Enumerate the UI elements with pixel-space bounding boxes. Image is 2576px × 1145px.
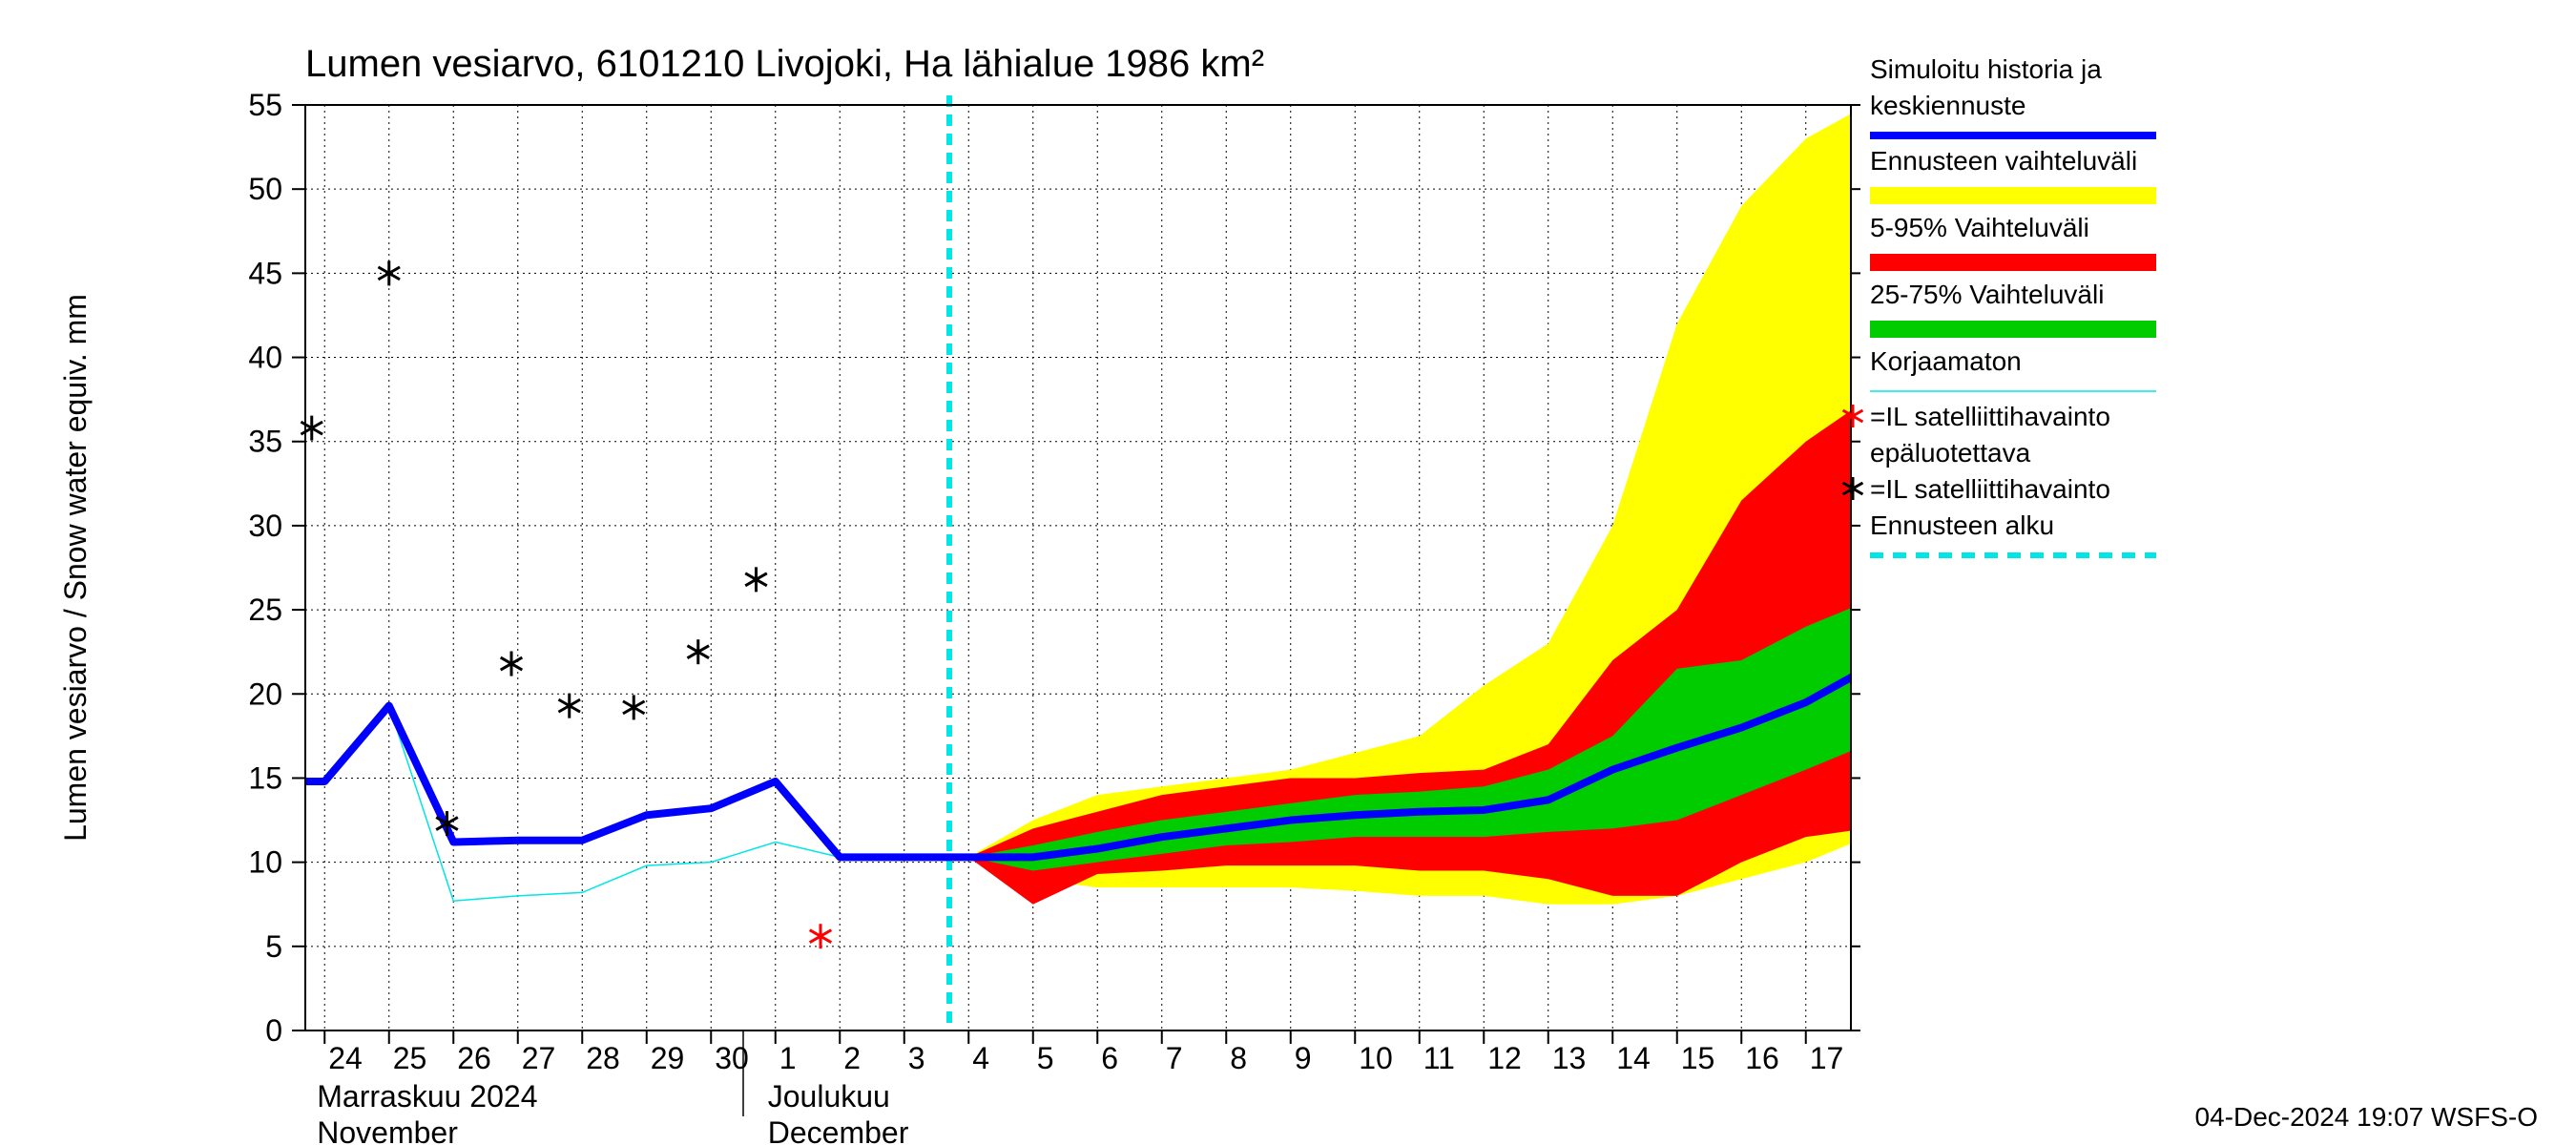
legend-label: Korjaamaton [1870, 346, 2022, 376]
x-tick-label: 5 [1037, 1041, 1054, 1075]
x-tick-label: 3 [908, 1041, 925, 1075]
x-tick-label: 26 [457, 1041, 491, 1075]
legend-label: 5-95% Vaihteluväli [1870, 213, 2089, 242]
legend-label: epäluotettava [1870, 438, 2031, 468]
y-tick-label: 45 [248, 256, 282, 290]
legend-label: Simuloitu historia ja [1870, 54, 2102, 84]
x-tick-label: 4 [972, 1041, 989, 1075]
legend-label: 25-75% Vaihteluväli [1870, 280, 2104, 309]
x-tick-label: 9 [1295, 1041, 1312, 1075]
x-tick-label: 28 [586, 1041, 620, 1075]
legend-label: Ennusteen alku [1870, 510, 2054, 540]
footer-timestamp: 04-Dec-2024 19:07 WSFS-O [2195, 1102, 2539, 1132]
x-tick-label: 7 [1166, 1041, 1183, 1075]
x-tick-label: 24 [328, 1041, 363, 1075]
month-label: November [317, 1115, 458, 1145]
y-tick-label: 20 [248, 677, 282, 711]
y-tick-label: 5 [265, 929, 282, 964]
legend-label: =IL satelliittihavainto [1870, 402, 2110, 431]
x-tick-label: 15 [1681, 1041, 1715, 1075]
x-tick-label: 2 [843, 1041, 861, 1075]
x-tick-label: 13 [1552, 1041, 1587, 1075]
legend-label: keskiennuste [1870, 91, 2025, 120]
y-tick-label: 30 [248, 509, 282, 543]
x-tick-label: 25 [393, 1041, 427, 1075]
legend-label: =IL satelliittihavainto [1870, 474, 2110, 504]
chart-svg: 0510152025303540455055242526272829301234… [0, 0, 2576, 1145]
star-marker [687, 639, 709, 664]
legend-swatch [1870, 321, 2156, 338]
month-label: December [768, 1115, 909, 1145]
x-tick-label: 29 [651, 1041, 685, 1075]
legend-swatch [1870, 187, 2156, 204]
y-tick-label: 25 [248, 593, 282, 627]
x-tick-label: 6 [1101, 1041, 1118, 1075]
x-tick-label: 27 [522, 1041, 556, 1075]
chart-container: 0510152025303540455055242526272829301234… [0, 0, 2576, 1145]
star-marker [501, 652, 523, 677]
chart-title: Lumen vesiarvo, 6101210 Livojoki, Ha läh… [305, 43, 1264, 85]
x-tick-label: 11 [1423, 1041, 1455, 1075]
star-marker [301, 416, 322, 441]
y-tick-label: 40 [248, 341, 282, 375]
legend-label: Ennusteen vaihteluväli [1870, 146, 2137, 176]
y-tick-label: 50 [248, 172, 282, 206]
y-tick-label: 15 [248, 760, 282, 795]
y-axis-label: Lumen vesiarvo / Snow water equiv. mm [58, 294, 93, 842]
x-tick-label: 8 [1230, 1041, 1247, 1075]
star-marker [810, 924, 832, 948]
month-label: Joulukuu [768, 1079, 890, 1114]
legend-swatch [1870, 254, 2156, 271]
y-tick-label: 35 [248, 425, 282, 459]
y-tick-label: 55 [248, 88, 282, 122]
x-tick-label: 1 [779, 1041, 797, 1075]
x-tick-label: 17 [1810, 1041, 1844, 1075]
y-tick-label: 0 [265, 1013, 282, 1048]
star-marker [558, 694, 580, 718]
x-tick-label: 14 [1616, 1041, 1651, 1075]
x-tick-label: 10 [1359, 1041, 1393, 1075]
star-marker [623, 695, 645, 719]
y-tick-label: 10 [248, 845, 282, 880]
month-label: Marraskuu 2024 [317, 1079, 537, 1114]
star-marker [745, 567, 767, 592]
x-tick-label: 16 [1745, 1041, 1779, 1075]
x-tick-label: 12 [1487, 1041, 1522, 1075]
